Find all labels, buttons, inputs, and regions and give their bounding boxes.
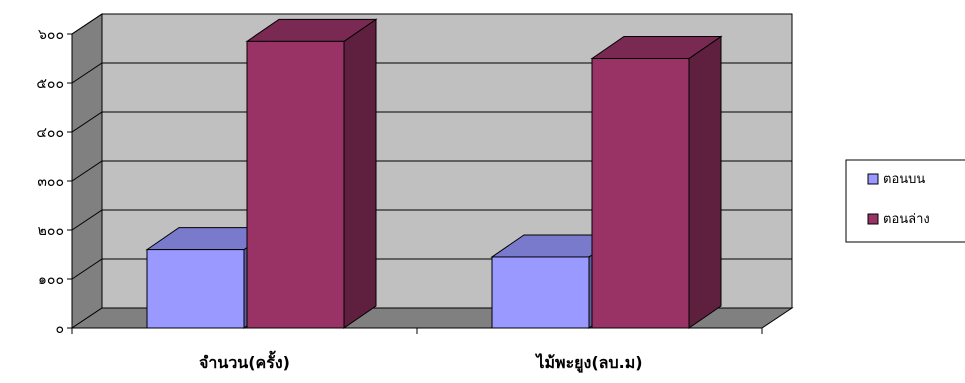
y-tick-label: ๑๐๐ [38,272,64,288]
gridline [71,111,792,133]
legend-label: ตอนบน [883,172,925,187]
y-tick-label: ๓๐๐ [37,174,64,190]
gridline [71,160,792,182]
legend-label: ตอนล่าง [883,212,930,227]
bar-2-1 [245,18,378,329]
bar-front-face [146,249,245,329]
legend-box [845,159,965,243]
bar-2-2 [590,35,723,329]
y-tick-label: ๐ [55,321,64,337]
bars [145,18,723,329]
category-labels: จำนวน(ครั้ง) ไม้พะยูง(ลบ.ม) [199,350,643,374]
bar-front-face [591,58,690,329]
y-tick-label: ๒๐๐ [38,223,64,239]
bar-front-face [246,40,345,329]
legend-swatch [867,213,879,225]
y-tick-label: ๔๐๐ [36,125,64,141]
gridline [71,13,792,35]
y-tick-labels: ๐ ๑๐๐ ๒๐๐ ๓๐๐ ๔๐๐ ๕๐๐ ๖๐๐ [36,27,64,337]
gridline [71,62,792,84]
bar-front-face [491,256,590,329]
gridlines [71,13,792,280]
bar-side-face [688,35,722,329]
x-category-label: จำนวน(ครั้ง) [199,350,290,372]
bar-side-face [343,18,377,329]
y-tick-label: ๕๐๐ [36,76,64,92]
x-category-label: ไม้พะยูง(ลบ.ม) [534,353,642,374]
gridline [71,209,792,231]
legend-swatch [867,173,879,185]
y-tick-label: ๖๐๐ [38,27,64,43]
